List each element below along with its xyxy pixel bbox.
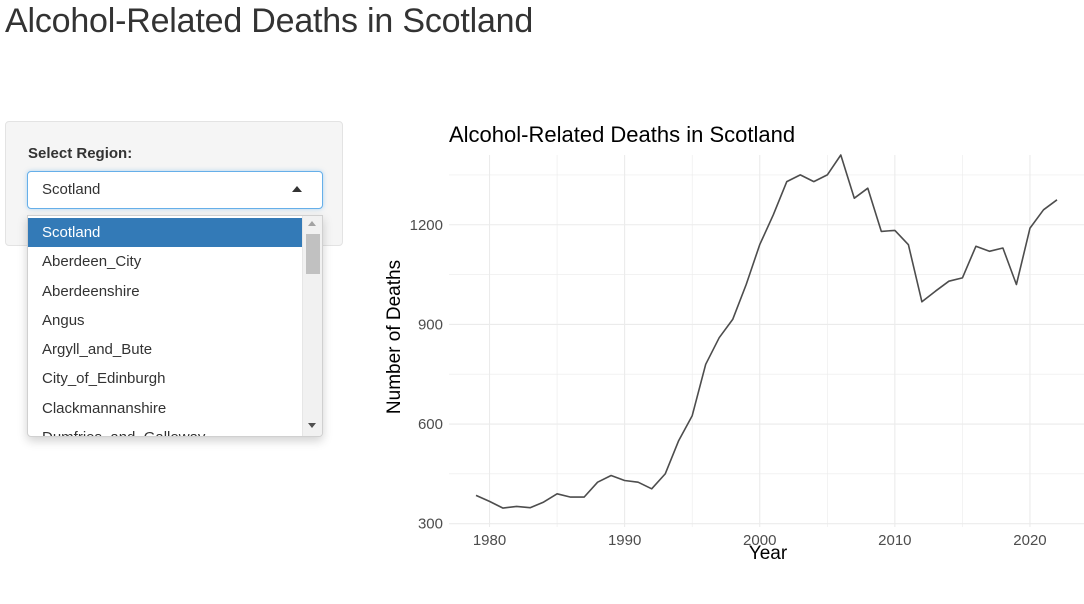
region-option-scotland[interactable]: Scotland — [28, 218, 302, 248]
x-tick-label: 2020 — [1013, 532, 1046, 549]
y-tick-label: 900 — [418, 316, 443, 333]
region-select-value: Scotland — [42, 181, 101, 198]
region-dropdown[interactable]: Scotland Aberdeen_City Aberdeenshire Ang… — [27, 215, 323, 437]
x-tick-label: 1980 — [473, 532, 506, 549]
scroll-thumb[interactable] — [306, 234, 320, 274]
region-option-dumfries-and-galloway[interactable]: Dumfries_and_Galloway — [28, 423, 302, 436]
region-option-clackmannanshire[interactable]: Clackmannanshire — [42, 399, 167, 417]
scroll-down-icon[interactable] — [308, 423, 316, 428]
y-tick-label: 1200 — [410, 217, 443, 234]
chart-grid — [449, 155, 1084, 527]
deaths-line-chart: Alcohol-Related Deaths in Scotland 1980 1… — [384, 122, 1084, 564]
x-tick-label: 2010 — [878, 532, 911, 549]
deaths-series-line — [475, 154, 1058, 509]
y-axis-label: Number of Deaths — [384, 260, 405, 414]
region-option-aberdeen-city[interactable]: Aberdeen_City — [42, 253, 142, 271]
page-title: Alcohol-Related Deaths in Scotland — [5, 2, 534, 40]
region-option-aberdeenshire[interactable]: Aberdeenshire — [42, 282, 140, 300]
x-tick-label: 2000 — [743, 532, 776, 549]
y-tick-label: 600 — [418, 416, 443, 433]
region-option-city-of-edinburgh[interactable]: City_of_Edinburgh — [42, 370, 166, 388]
region-option-angus[interactable]: Angus — [42, 311, 85, 329]
x-tick-label: 1990 — [608, 532, 641, 549]
chart-ticks: 1980 1990 2000 2010 2020 300 600 900 1200 — [410, 217, 1047, 549]
x-axis-label: Year — [749, 543, 788, 564]
region-select[interactable]: Scotland — [27, 171, 323, 209]
scroll-up-icon[interactable] — [308, 221, 316, 226]
region-option-list: Scotland Aberdeen_City Aberdeenshire Ang… — [28, 218, 302, 436]
dropdown-scrollbar[interactable] — [302, 216, 322, 436]
region-option-argyll-and-bute[interactable]: Argyll_and_Bute — [42, 341, 153, 359]
y-tick-label: 300 — [418, 516, 443, 533]
select-region-label: Select Region: — [28, 145, 133, 162]
chart-title: Alcohol-Related Deaths in Scotland — [449, 122, 795, 147]
caret-up-icon — [292, 186, 302, 192]
